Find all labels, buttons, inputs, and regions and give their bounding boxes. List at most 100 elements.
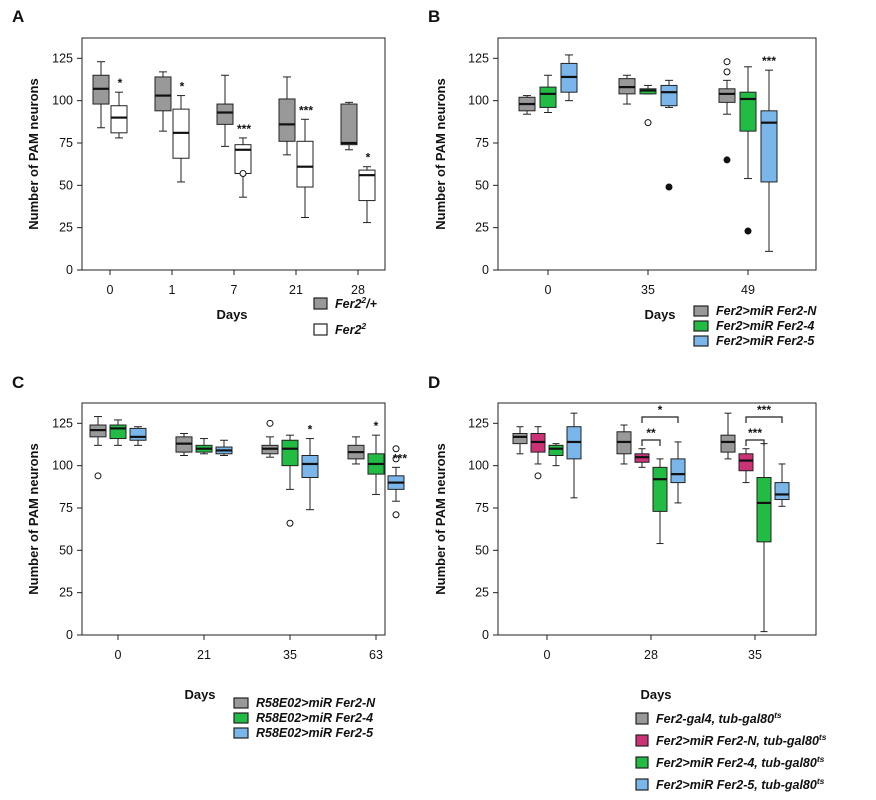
plot-frame [81, 402, 386, 636]
box-d-s1-c1 [634, 448, 650, 468]
bracket-label: ** [646, 426, 656, 440]
box-c-s0-c2 [261, 419, 279, 458]
bracket-label: *** [757, 403, 771, 417]
box-d-s2-c2 [756, 443, 772, 633]
box-a-s0-c2 [216, 74, 234, 147]
plot-frame [497, 402, 817, 636]
x-tick-label: 28 [644, 648, 658, 662]
legend-item: R58E02>miR Fer2-4 [233, 711, 373, 725]
legend: Fer2-gal4, tub-gal80ts Fer2>miR Fer2-N, t… [635, 710, 827, 792]
box-d-s2-c1 [652, 458, 668, 545]
significance-label: * [374, 419, 379, 433]
box-c-s2-c3 [387, 445, 405, 519]
outlier-point [665, 183, 673, 191]
box-b-s0-c2 [718, 58, 736, 164]
x-axis-label: Days [640, 687, 671, 702]
box-body [358, 169, 376, 202]
legend-item: Fer22 [313, 321, 366, 337]
outlier-point [286, 519, 294, 527]
box-body [774, 482, 790, 501]
box-a-s1-c1 [172, 95, 190, 183]
box-body [670, 458, 686, 484]
box-body [739, 91, 757, 132]
legend-swatch [313, 323, 328, 336]
y-axis-label: Number of PAM neurons [26, 443, 41, 594]
box-body [660, 84, 678, 107]
legend-label: Fer2>miR Fer2-5 [716, 334, 815, 348]
x-tick-label: 49 [741, 283, 755, 297]
legend-label: R58E02>miR Fer2-4 [256, 711, 373, 725]
legend-label: Fer2>miR Fer2-4 [716, 319, 814, 333]
plot-frame [81, 37, 386, 271]
legend-label: Fer2>miR Fer2-N, tub-gal80ts [656, 732, 827, 748]
y-tick-label: 25 [59, 586, 73, 600]
significance-label: * [180, 80, 185, 94]
outlier-point [392, 445, 400, 453]
y-tick-label: 50 [59, 543, 73, 557]
outlier-point [266, 419, 274, 427]
panel-letter: D [428, 373, 440, 392]
box-b-s2-c1 [660, 79, 678, 191]
box-d-s2-c0 [548, 443, 564, 467]
x-tick-label: 35 [641, 283, 655, 297]
legend-item: R58E02>miR Fer2-N [233, 696, 376, 710]
x-tick-label: 0 [107, 283, 114, 297]
box-d-s1-c0 [530, 426, 546, 480]
box-a-s1-c3 [296, 118, 314, 219]
y-tick-label: 75 [59, 136, 73, 150]
panel-b: B 0 25 50 75 100 125 Number of PAM neurons 0 35 49… [428, 7, 817, 348]
legend-item: Fer2>miR Fer2-4 [693, 319, 814, 333]
box-body [129, 427, 147, 441]
x-tick-label: 35 [748, 648, 762, 662]
legend-swatch [233, 697, 249, 709]
y-tick-label: 125 [468, 51, 489, 65]
box-body [109, 424, 127, 440]
box-body [756, 477, 772, 543]
x-tick-label: 63 [369, 648, 383, 662]
x-tick-label: 0 [545, 283, 552, 297]
plot-frame [497, 37, 817, 271]
panel-d: D 0 25 50 75 100 125 Number of PAM neurons 0 28 35… [428, 373, 827, 792]
box-b-s1-c2 [739, 66, 757, 235]
legend-label: Fer2>miR Fer2-5, tub-gal80ts [656, 776, 825, 792]
box-c-s0-c1 [175, 432, 193, 456]
significance-label: *** [762, 54, 776, 68]
box-body [548, 444, 564, 456]
box-a-s1-c2 [234, 137, 252, 198]
box-a-s0-c1 [154, 71, 172, 132]
x-axis-label: Days [216, 307, 247, 322]
legend-label: Fer22 [335, 321, 366, 337]
box-body [281, 439, 299, 467]
box-d-s3-c1 [670, 441, 686, 504]
comparison-bracket [745, 416, 783, 423]
legend-swatch [635, 712, 649, 725]
significance-label: * [118, 76, 123, 90]
bracket-label: *** [748, 426, 762, 440]
box-body [278, 98, 296, 142]
y-tick-label: 25 [475, 586, 489, 600]
outlier-point [723, 156, 731, 164]
y-tick-label: 100 [468, 459, 489, 473]
y-tick-label: 50 [475, 543, 489, 557]
panel-letter: C [12, 373, 24, 392]
y-tick-label: 0 [66, 263, 73, 277]
y-tick-label: 75 [475, 136, 489, 150]
box-b-s2-c0 [560, 54, 578, 102]
y-tick-label: 125 [52, 416, 73, 430]
y-tick-label: 100 [52, 459, 73, 473]
legend-label: R58E02>miR Fer2-N [256, 696, 376, 710]
outlier-point [534, 472, 542, 480]
panel-c: C 0 25 50 75 100 125 Number of PAM neurons 0 21 35… [12, 373, 407, 740]
box-d-s3-c0 [566, 412, 582, 499]
box-c-s1-c1 [195, 438, 213, 455]
y-axis-label: Number of PAM neurons [433, 443, 448, 594]
outlier-point [723, 58, 731, 66]
x-tick-label: 0 [544, 648, 551, 662]
box-a-s0-c3 [278, 76, 296, 156]
y-tick-label: 100 [52, 94, 73, 108]
y-tick-label: 25 [475, 221, 489, 235]
legend-item: Fer2>miR Fer2-5, tub-gal80ts [635, 776, 825, 792]
y-tick-label: 100 [468, 94, 489, 108]
